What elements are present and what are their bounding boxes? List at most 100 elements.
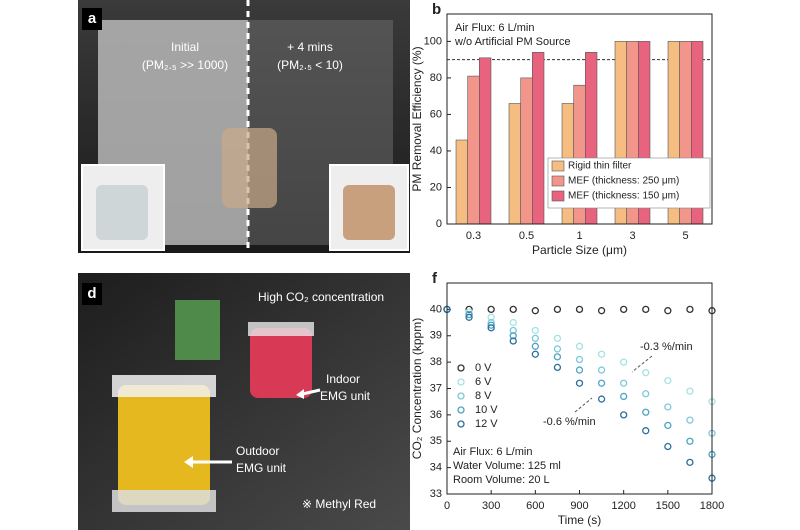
x-tick-label: 3 <box>629 230 635 242</box>
y-tick-label: 80 <box>430 72 442 84</box>
x-tick-label: 300 <box>482 500 500 512</box>
data-point <box>642 427 650 435</box>
legend-swatch <box>551 175 565 187</box>
data-point <box>531 350 539 358</box>
y-tick-label: 20 <box>430 181 442 193</box>
panel-label: f <box>432 270 438 287</box>
data-point <box>664 421 672 430</box>
legend-marker <box>457 364 465 372</box>
y-tick-label: 60 <box>430 108 442 120</box>
x-axis-label: Particle Size (μm) <box>532 243 627 257</box>
y-tick-label: 40 <box>430 145 442 157</box>
data-point <box>575 366 584 374</box>
data-point <box>487 324 495 332</box>
x-tick-label: 1200 <box>611 500 635 512</box>
data-point <box>487 313 495 321</box>
y-tick-label: 33 <box>430 488 442 500</box>
data-point <box>509 337 517 345</box>
legend-label: 8 V <box>475 390 492 402</box>
bar <box>508 103 521 225</box>
data-point <box>465 313 473 321</box>
data-point <box>531 342 539 350</box>
data-point <box>575 305 584 314</box>
data-point <box>553 305 562 314</box>
legend-label: 10 V <box>475 404 498 416</box>
data-point <box>575 342 584 350</box>
data-point <box>553 334 562 343</box>
y-tick-label: 39 <box>430 330 442 342</box>
x-tick-label: 0 <box>444 500 450 512</box>
data-point <box>642 390 650 398</box>
legend-label: MEF (thickness: 150 μm) <box>568 191 679 202</box>
data-point <box>531 326 539 335</box>
legend-swatch <box>551 160 565 172</box>
legend-box <box>547 157 711 209</box>
y-axis-label: CO₂ Concentration (kppm) <box>410 318 424 459</box>
annotation-arrow <box>574 397 593 413</box>
data-point <box>620 305 628 314</box>
photo-a: a Initial (PM₂.₅ >> 1000) + 4 mins (PM₂.… <box>78 0 410 253</box>
photo-text: EMG unit <box>236 461 287 475</box>
y-tick-label: 40 <box>430 303 442 315</box>
annotation: w/o Artificial PM Source <box>454 36 571 48</box>
data-point <box>553 345 562 353</box>
data-point <box>597 350 606 358</box>
data-point <box>597 307 606 315</box>
legend-marker <box>457 420 465 428</box>
legend-label: Rigid thin filter <box>568 161 632 172</box>
data-point <box>686 387 694 395</box>
data-point <box>620 379 628 387</box>
panel-label: d <box>87 285 96 302</box>
bar <box>520 77 533 225</box>
legend-marker <box>457 392 465 400</box>
x-tick-label: 0.5 <box>519 230 534 242</box>
data-point <box>575 379 584 387</box>
x-tick-label: 1500 <box>656 500 680 512</box>
legend-label: 6 V <box>475 376 492 388</box>
data-point <box>465 305 473 314</box>
photo-text: Outdoor <box>236 444 279 458</box>
data-point <box>664 307 672 315</box>
data-point <box>664 442 672 451</box>
legend-marker <box>457 378 465 386</box>
photo-text: High CO₂ concentration <box>258 290 384 304</box>
x-tick-label: 1800 <box>700 500 724 512</box>
annotation: -0.6 %/min <box>543 416 596 428</box>
data-point <box>642 369 650 377</box>
data-point <box>642 408 650 416</box>
photo-text: (PM₂.₅ >> 1000) <box>142 58 228 72</box>
data-point <box>553 363 562 372</box>
data-point <box>686 437 694 445</box>
data-point <box>686 458 694 467</box>
plot-frame <box>446 13 713 225</box>
data-point <box>597 395 606 403</box>
y-tick-label: 38 <box>430 356 442 368</box>
photo-text: Initial <box>171 40 199 54</box>
data-point <box>620 358 628 366</box>
photo-text: Indoor <box>326 372 360 386</box>
photo-text: ※ Methyl Red <box>302 497 376 511</box>
legend-label: MEF (thickness: 250 μm) <box>568 176 679 187</box>
data-point <box>531 307 539 315</box>
annotation: Air Flux: 6 L/min <box>455 22 534 34</box>
data-point <box>664 376 672 385</box>
x-tick-label: 1 <box>576 230 582 242</box>
data-point <box>465 308 473 316</box>
x-axis-label: Time (s) <box>558 513 602 527</box>
y-tick-label: 37 <box>430 382 442 394</box>
x-tick-label: 5 <box>682 230 688 242</box>
y-tick-label: 100 <box>424 35 442 47</box>
data-point <box>575 355 584 364</box>
data-point <box>597 379 606 387</box>
data-point <box>509 305 517 314</box>
legend-marker <box>457 406 465 414</box>
data-point <box>509 318 517 327</box>
data-point <box>531 334 539 343</box>
data-point <box>664 403 672 411</box>
annotation: Room Volume: 20 L <box>453 474 550 486</box>
photo-text: EMG unit <box>320 389 371 403</box>
bar <box>467 75 480 225</box>
bar <box>532 52 545 225</box>
legend-label: 0 V <box>475 362 492 374</box>
